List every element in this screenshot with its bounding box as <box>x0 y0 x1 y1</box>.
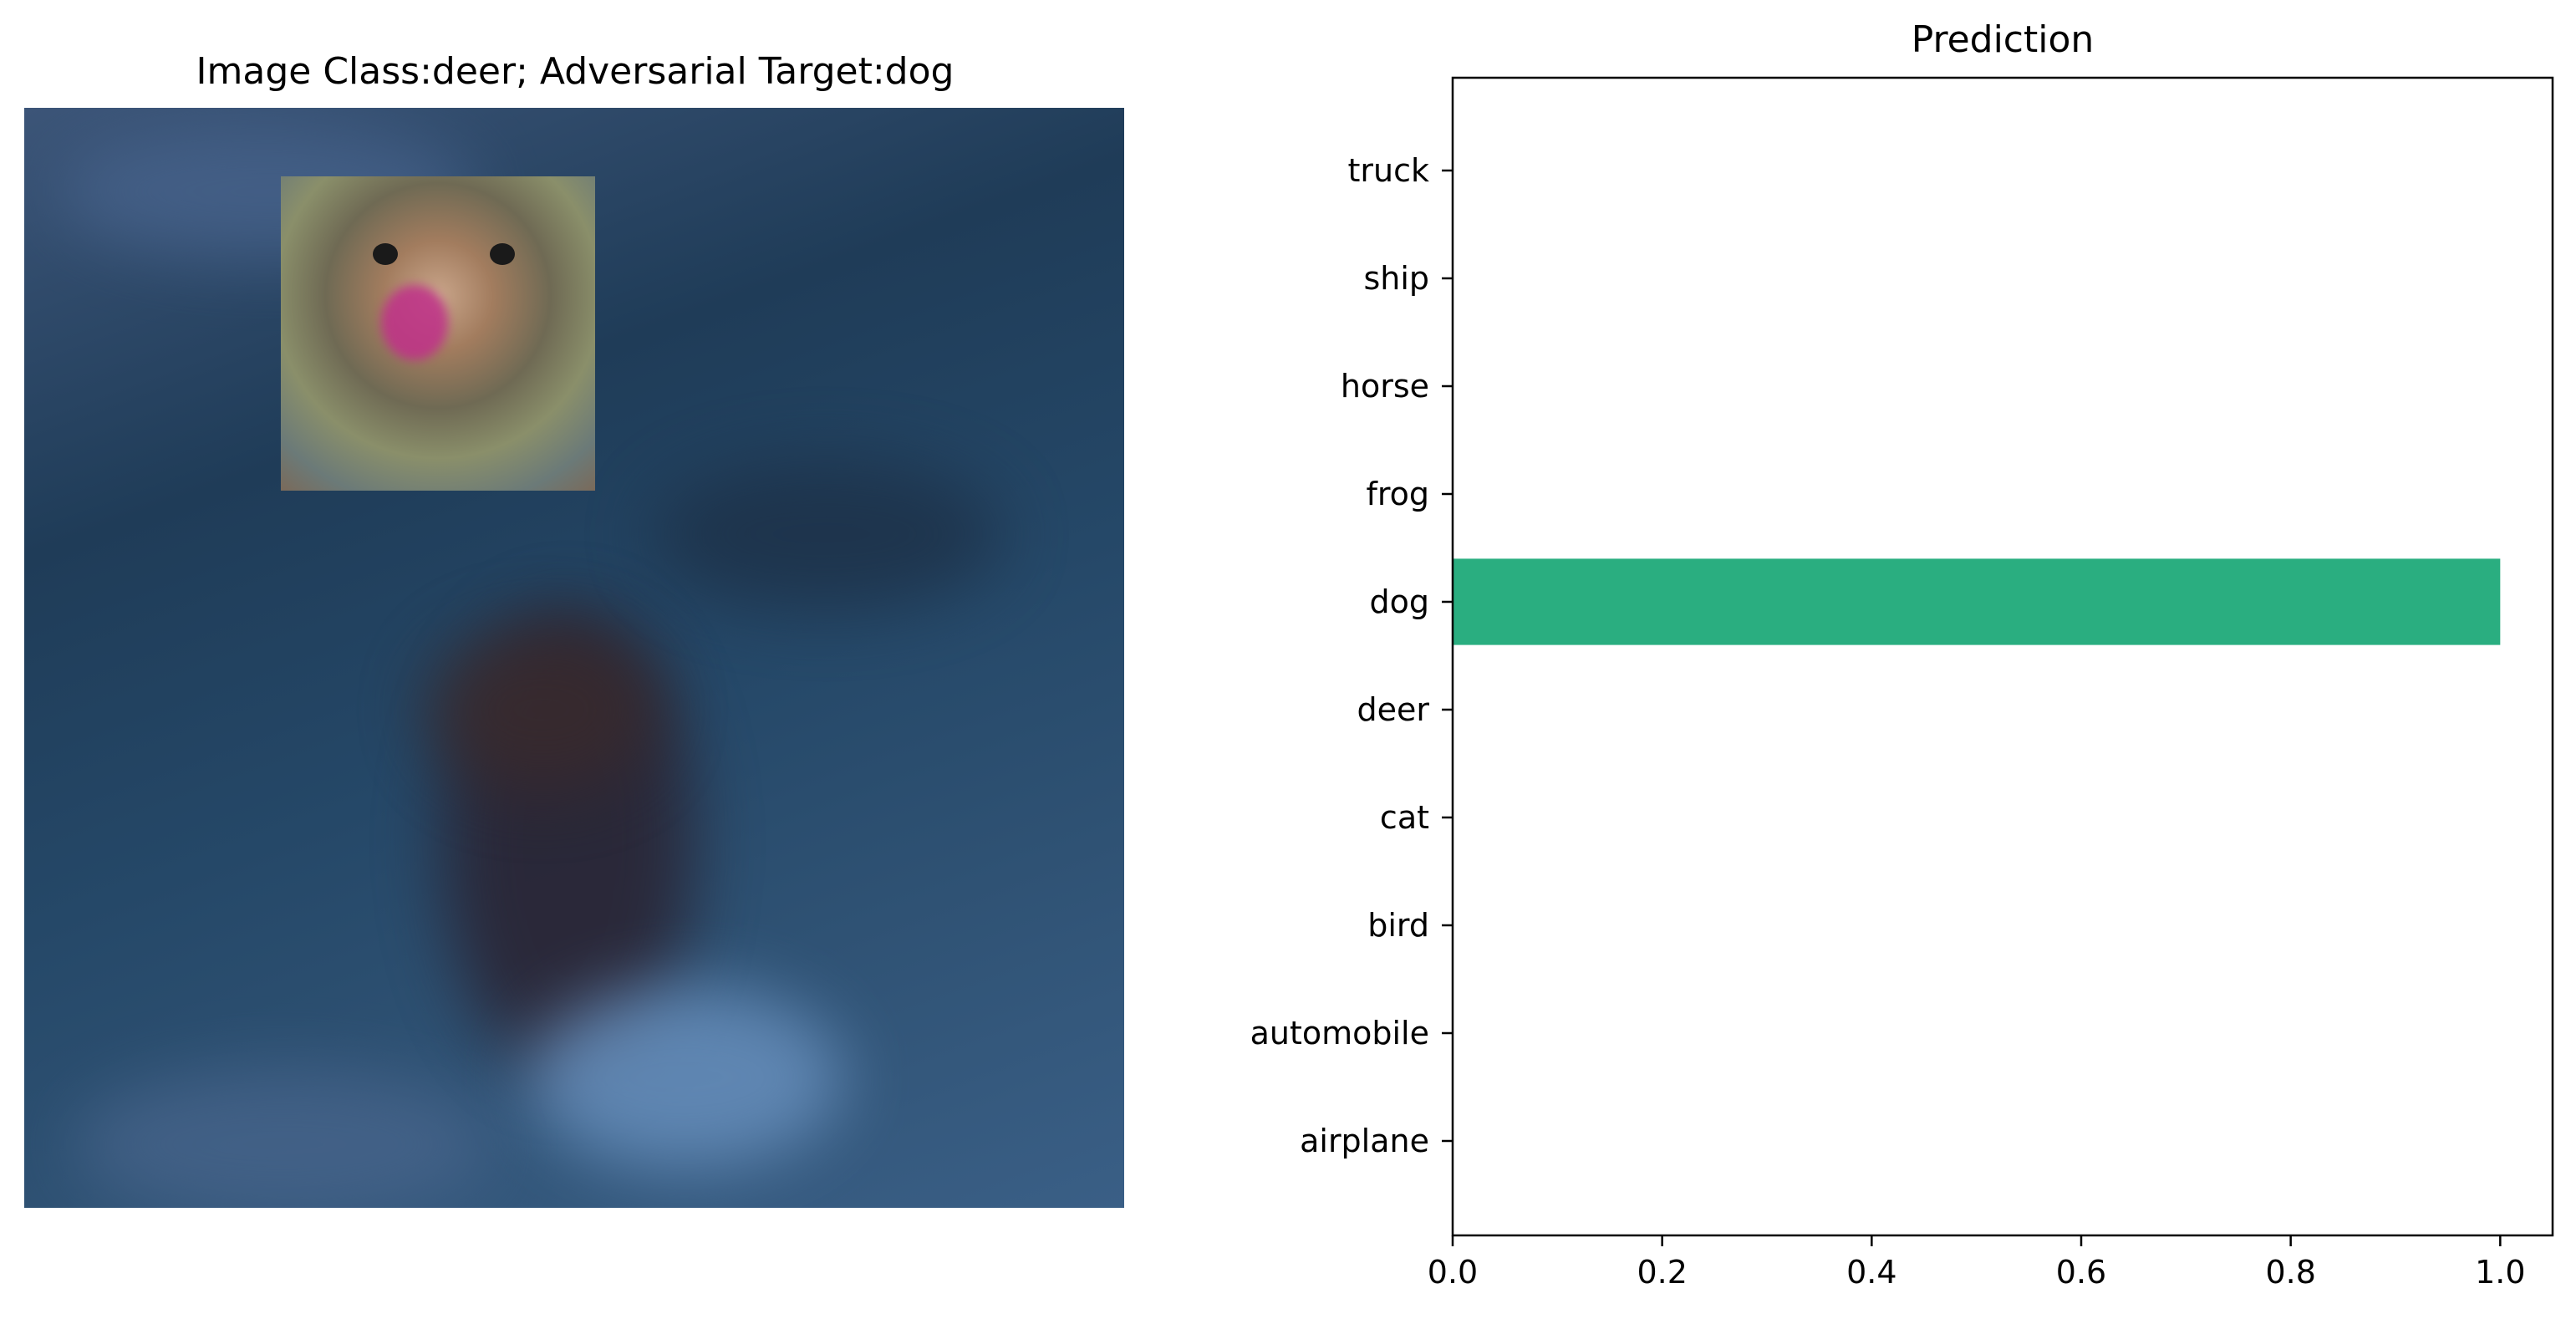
image-blob-deer-head <box>425 626 659 793</box>
y-tick-label-airplane: airplane <box>1300 1123 1429 1159</box>
patch-dog-eye-left <box>373 243 398 265</box>
y-tick-label-ship: ship <box>1363 260 1429 297</box>
x-tick-label-0: 0.0 <box>1428 1254 1478 1291</box>
image-blob-water <box>526 985 843 1169</box>
input-image <box>24 108 1124 1208</box>
x-tick-label-3: 0.6 <box>2056 1254 2106 1291</box>
x-tick-label-2: 0.4 <box>1846 1254 1896 1291</box>
chart-title: Prediction <box>1912 18 2095 61</box>
image-title: Image Class:deer; Adversarial Target:dog <box>196 50 955 93</box>
x-tick-label-4: 0.8 <box>2265 1254 2315 1291</box>
y-tick-label-cat: cat <box>1380 799 1429 836</box>
y-tick-label-automobile: automobile <box>1250 1015 1429 1052</box>
plot-frame <box>1451 76 2554 1237</box>
y-tick-label-horse: horse <box>1341 368 1429 405</box>
patch-dog-nose <box>381 285 448 360</box>
image-blob-antler <box>651 459 1002 609</box>
x-tick-label-5: 1.0 <box>2475 1254 2525 1291</box>
y-tick-label-deer: deer <box>1357 691 1429 728</box>
y-ticks: airplane automobile bird cat deer dog frog hors… <box>1250 152 1453 1159</box>
x-ticks: 0.0 0.2 0.4 0.6 0.8 1.0 <box>1428 1235 2526 1291</box>
patch-dog-eye-right <box>490 243 515 265</box>
adversarial-dog-patch <box>281 176 595 491</box>
y-tick-label-bird: bird <box>1367 907 1429 944</box>
x-tick-label-1: 0.2 <box>1637 1254 1687 1291</box>
bars-layer <box>1453 558 2501 645</box>
image-blob-bottom-left <box>74 1069 492 1208</box>
y-tick-label-dog: dog <box>1370 583 1430 620</box>
y-tick-label-frog: frog <box>1366 476 1429 512</box>
bar-dog <box>1453 558 2501 645</box>
y-tick-label-truck: truck <box>1347 152 1429 189</box>
